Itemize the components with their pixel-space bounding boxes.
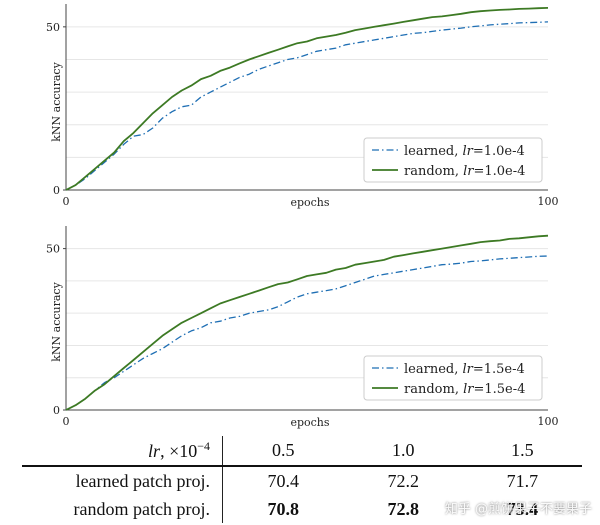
series-line-random xyxy=(65,234,549,411)
y-ticks: 0 50 xyxy=(46,21,66,197)
x-tick-label: 0 xyxy=(63,195,70,208)
cell-learned-1-0: 72.2 xyxy=(387,470,419,491)
x-ticks: 0 100 xyxy=(63,195,559,208)
x-tick-label: 100 xyxy=(538,415,559,428)
table-header-row: lr, ×10−4 0.5 1.0 1.5 xyxy=(22,436,582,466)
legend-entry-learned: learned, lr=1.5e-4 xyxy=(404,362,525,377)
y-tick-label: 0 xyxy=(53,184,60,197)
col-header-0-5: 0.5 xyxy=(272,440,295,460)
y-tick-label: 50 xyxy=(46,21,60,34)
series-line-learned xyxy=(65,21,549,191)
chart-lr-1-5: 0 50 0 100 kNN accuracy epochs learned, lr… xyxy=(46,226,559,429)
series-line-learned xyxy=(65,255,549,411)
x-tick-label: 100 xyxy=(538,195,559,208)
y-axis-label: kNN accuracy xyxy=(50,61,63,141)
y-axis-label: kNN accuracy xyxy=(50,281,63,361)
col-header-1-0: 1.0 xyxy=(391,440,415,460)
legend-entry-learned: learned, lr=1.0e-4 xyxy=(404,144,525,159)
series-lines xyxy=(65,234,549,411)
watermark: 知乎 @煎饼果子不要果子 xyxy=(444,502,592,517)
legend-entry-random: random, lr=1.0e-4 xyxy=(404,164,525,179)
series-line-random xyxy=(65,7,549,191)
gridlines xyxy=(66,248,548,379)
results-table: lr, ×10−4 0.5 1.0 1.5 learned patch proj… xyxy=(22,436,582,523)
legend: learned, lr=1.5e-4 random, lr=1.5e-4 xyxy=(363,355,543,401)
cell-learned-1-5: 71.7 xyxy=(506,470,539,491)
x-ticks: 0 100 xyxy=(63,415,559,428)
y-tick-label: 0 xyxy=(53,404,60,417)
chart-lr-1-0: 0 50 0 100 kNN accuracy epochs learned, lr… xyxy=(46,4,559,209)
legend: learned, lr=1.0e-4 random, lr=1.0e-4 xyxy=(363,137,543,183)
x-tick-label: 0 xyxy=(63,415,70,428)
y-ticks: 0 50 xyxy=(46,243,66,417)
col-header-1-5: 1.5 xyxy=(511,440,534,460)
table-row-learned: learned patch proj. 70.4 72.2 71.7 xyxy=(22,466,582,495)
table-row-random: random patch proj. 70.8 72.8 73.4 xyxy=(22,495,582,523)
row-label-random: random patch proj. xyxy=(22,495,223,523)
legend-entry-random: random, lr=1.5e-4 xyxy=(404,382,525,397)
cell-random-1-5: 73.4 xyxy=(506,498,539,519)
cell-random-0-5: 70.8 xyxy=(267,498,300,519)
y-tick-label: 50 xyxy=(46,243,60,256)
cell-random-1-0: 72.8 xyxy=(387,498,419,519)
x-axis-label: epochs xyxy=(290,416,329,429)
series-lines xyxy=(65,7,549,191)
x-axis-label: epochs xyxy=(290,196,329,209)
lr-column-header: lr, ×10−4 xyxy=(22,436,223,466)
cell-learned-0-5: 70.4 xyxy=(267,470,300,491)
row-label-learned: learned patch proj. xyxy=(22,466,223,495)
